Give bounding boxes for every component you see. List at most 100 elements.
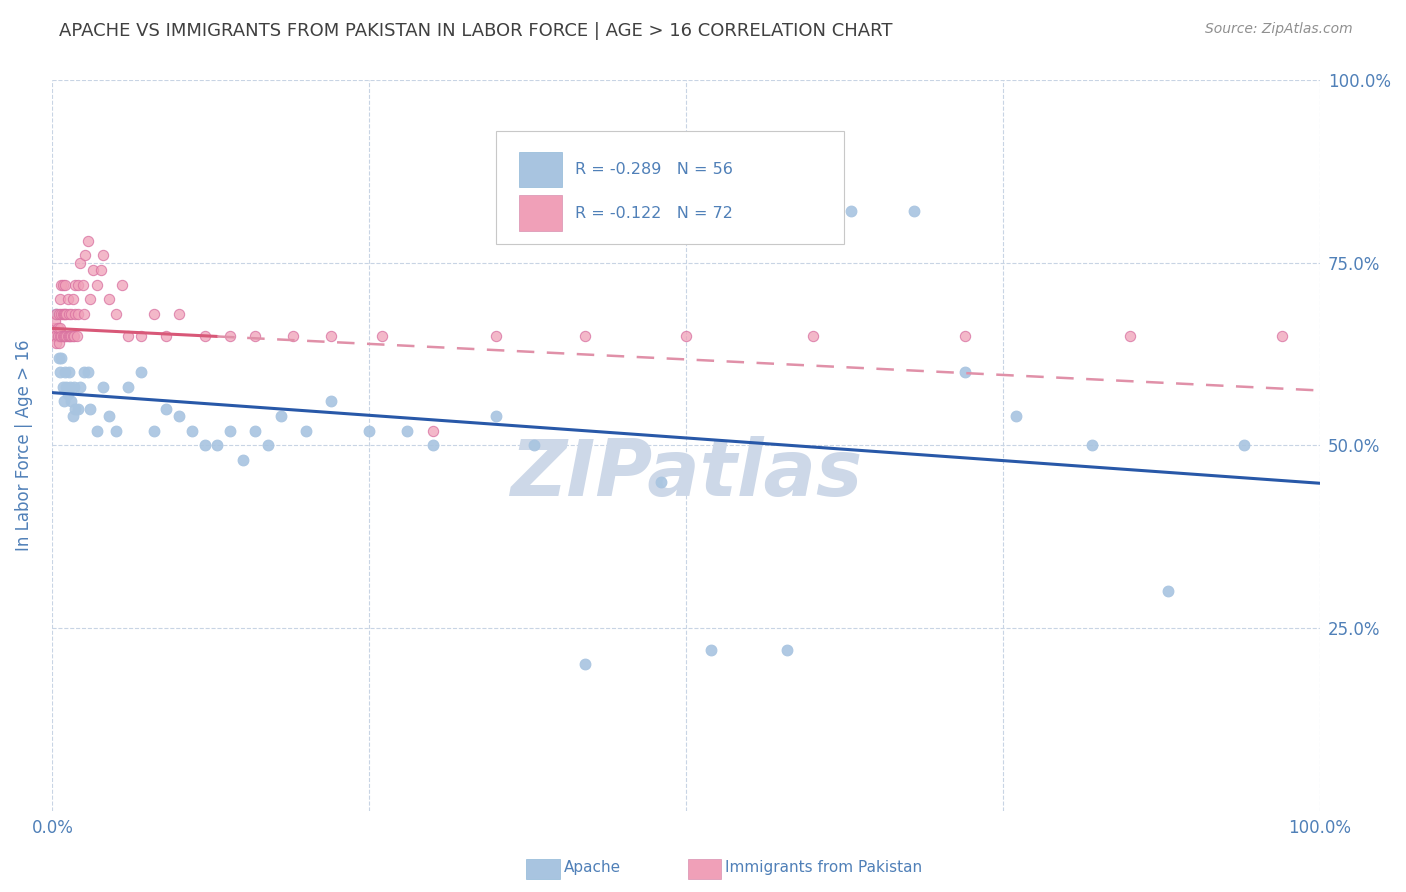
Point xyxy=(51,351,73,365)
Point xyxy=(245,328,267,343)
Point xyxy=(66,277,89,292)
Point xyxy=(52,394,75,409)
Point xyxy=(48,336,70,351)
Text: APACHE VS IMMIGRANTS FROM PAKISTAN IN LABOR FORCE | AGE > 16 CORRELATION CHART: APACHE VS IMMIGRANTS FROM PAKISTAN IN LA… xyxy=(59,22,893,40)
Point xyxy=(205,438,228,452)
Point xyxy=(953,365,976,379)
Point xyxy=(49,292,72,306)
Point xyxy=(52,307,75,321)
Point xyxy=(45,336,67,351)
Point xyxy=(111,277,134,292)
Point xyxy=(49,365,72,379)
Point xyxy=(77,365,100,379)
Point xyxy=(56,387,79,401)
Point xyxy=(422,438,444,452)
Point xyxy=(321,394,343,409)
Point xyxy=(49,328,72,343)
Point xyxy=(1156,584,1178,599)
Point xyxy=(574,657,596,672)
Point xyxy=(218,424,240,438)
Point xyxy=(485,409,508,423)
Point xyxy=(650,475,672,489)
Point xyxy=(73,365,96,379)
Point xyxy=(142,424,165,438)
Point xyxy=(58,365,80,379)
Text: Source: ZipAtlas.com: Source: ZipAtlas.com xyxy=(1205,22,1353,37)
Point xyxy=(44,328,66,343)
Point xyxy=(51,277,73,292)
Point xyxy=(98,292,121,306)
Point xyxy=(42,321,65,335)
FancyBboxPatch shape xyxy=(519,152,562,187)
Point xyxy=(63,328,86,343)
Point xyxy=(49,321,72,335)
Point xyxy=(55,328,77,343)
Point xyxy=(62,409,84,423)
Point xyxy=(52,277,75,292)
Point xyxy=(48,351,70,365)
Point xyxy=(98,409,121,423)
Point xyxy=(117,328,139,343)
FancyBboxPatch shape xyxy=(496,131,845,244)
Point xyxy=(485,328,508,343)
Point xyxy=(55,307,77,321)
Point xyxy=(72,277,94,292)
Point xyxy=(77,234,100,248)
Point xyxy=(66,401,89,416)
Point xyxy=(79,292,101,306)
Point xyxy=(79,401,101,416)
Text: ZIPatlas: ZIPatlas xyxy=(510,436,862,513)
Point xyxy=(59,380,82,394)
Point xyxy=(56,328,79,343)
Point xyxy=(66,307,89,321)
Point xyxy=(1118,328,1140,343)
Point xyxy=(396,424,419,438)
Point xyxy=(167,307,190,321)
Point xyxy=(52,328,75,343)
Point xyxy=(46,328,69,343)
Point xyxy=(75,248,97,262)
Point xyxy=(45,307,67,321)
Point xyxy=(53,328,76,343)
Point xyxy=(839,204,862,219)
Point xyxy=(69,380,91,394)
Point xyxy=(295,424,318,438)
Point xyxy=(55,380,77,394)
Point xyxy=(90,263,112,277)
Point xyxy=(801,328,824,343)
Point xyxy=(62,292,84,306)
Point xyxy=(155,401,177,416)
Point xyxy=(117,380,139,394)
Point xyxy=(82,263,104,277)
Point xyxy=(104,307,127,321)
Point xyxy=(60,328,83,343)
Point xyxy=(359,424,381,438)
Point xyxy=(953,328,976,343)
Point xyxy=(218,328,240,343)
Point xyxy=(52,307,75,321)
Point xyxy=(270,409,292,423)
Point xyxy=(91,248,114,262)
Point xyxy=(65,277,87,292)
Point xyxy=(73,307,96,321)
Point xyxy=(104,424,127,438)
Point xyxy=(903,204,925,219)
Point xyxy=(69,255,91,269)
Point xyxy=(142,307,165,321)
Point xyxy=(193,328,215,343)
Point xyxy=(91,380,114,394)
Point xyxy=(65,401,87,416)
Point xyxy=(53,277,76,292)
Text: R = -0.289   N = 56: R = -0.289 N = 56 xyxy=(575,162,733,177)
Point xyxy=(65,328,87,343)
Point xyxy=(155,328,177,343)
Point xyxy=(60,394,83,409)
Point xyxy=(257,438,280,452)
Point xyxy=(675,328,697,343)
Text: R = -0.122   N = 72: R = -0.122 N = 72 xyxy=(575,206,733,221)
Point xyxy=(46,328,69,343)
Y-axis label: In Labor Force | Age > 16: In Labor Force | Age > 16 xyxy=(15,340,32,551)
Point xyxy=(53,365,76,379)
Point xyxy=(245,424,267,438)
FancyBboxPatch shape xyxy=(519,195,562,231)
